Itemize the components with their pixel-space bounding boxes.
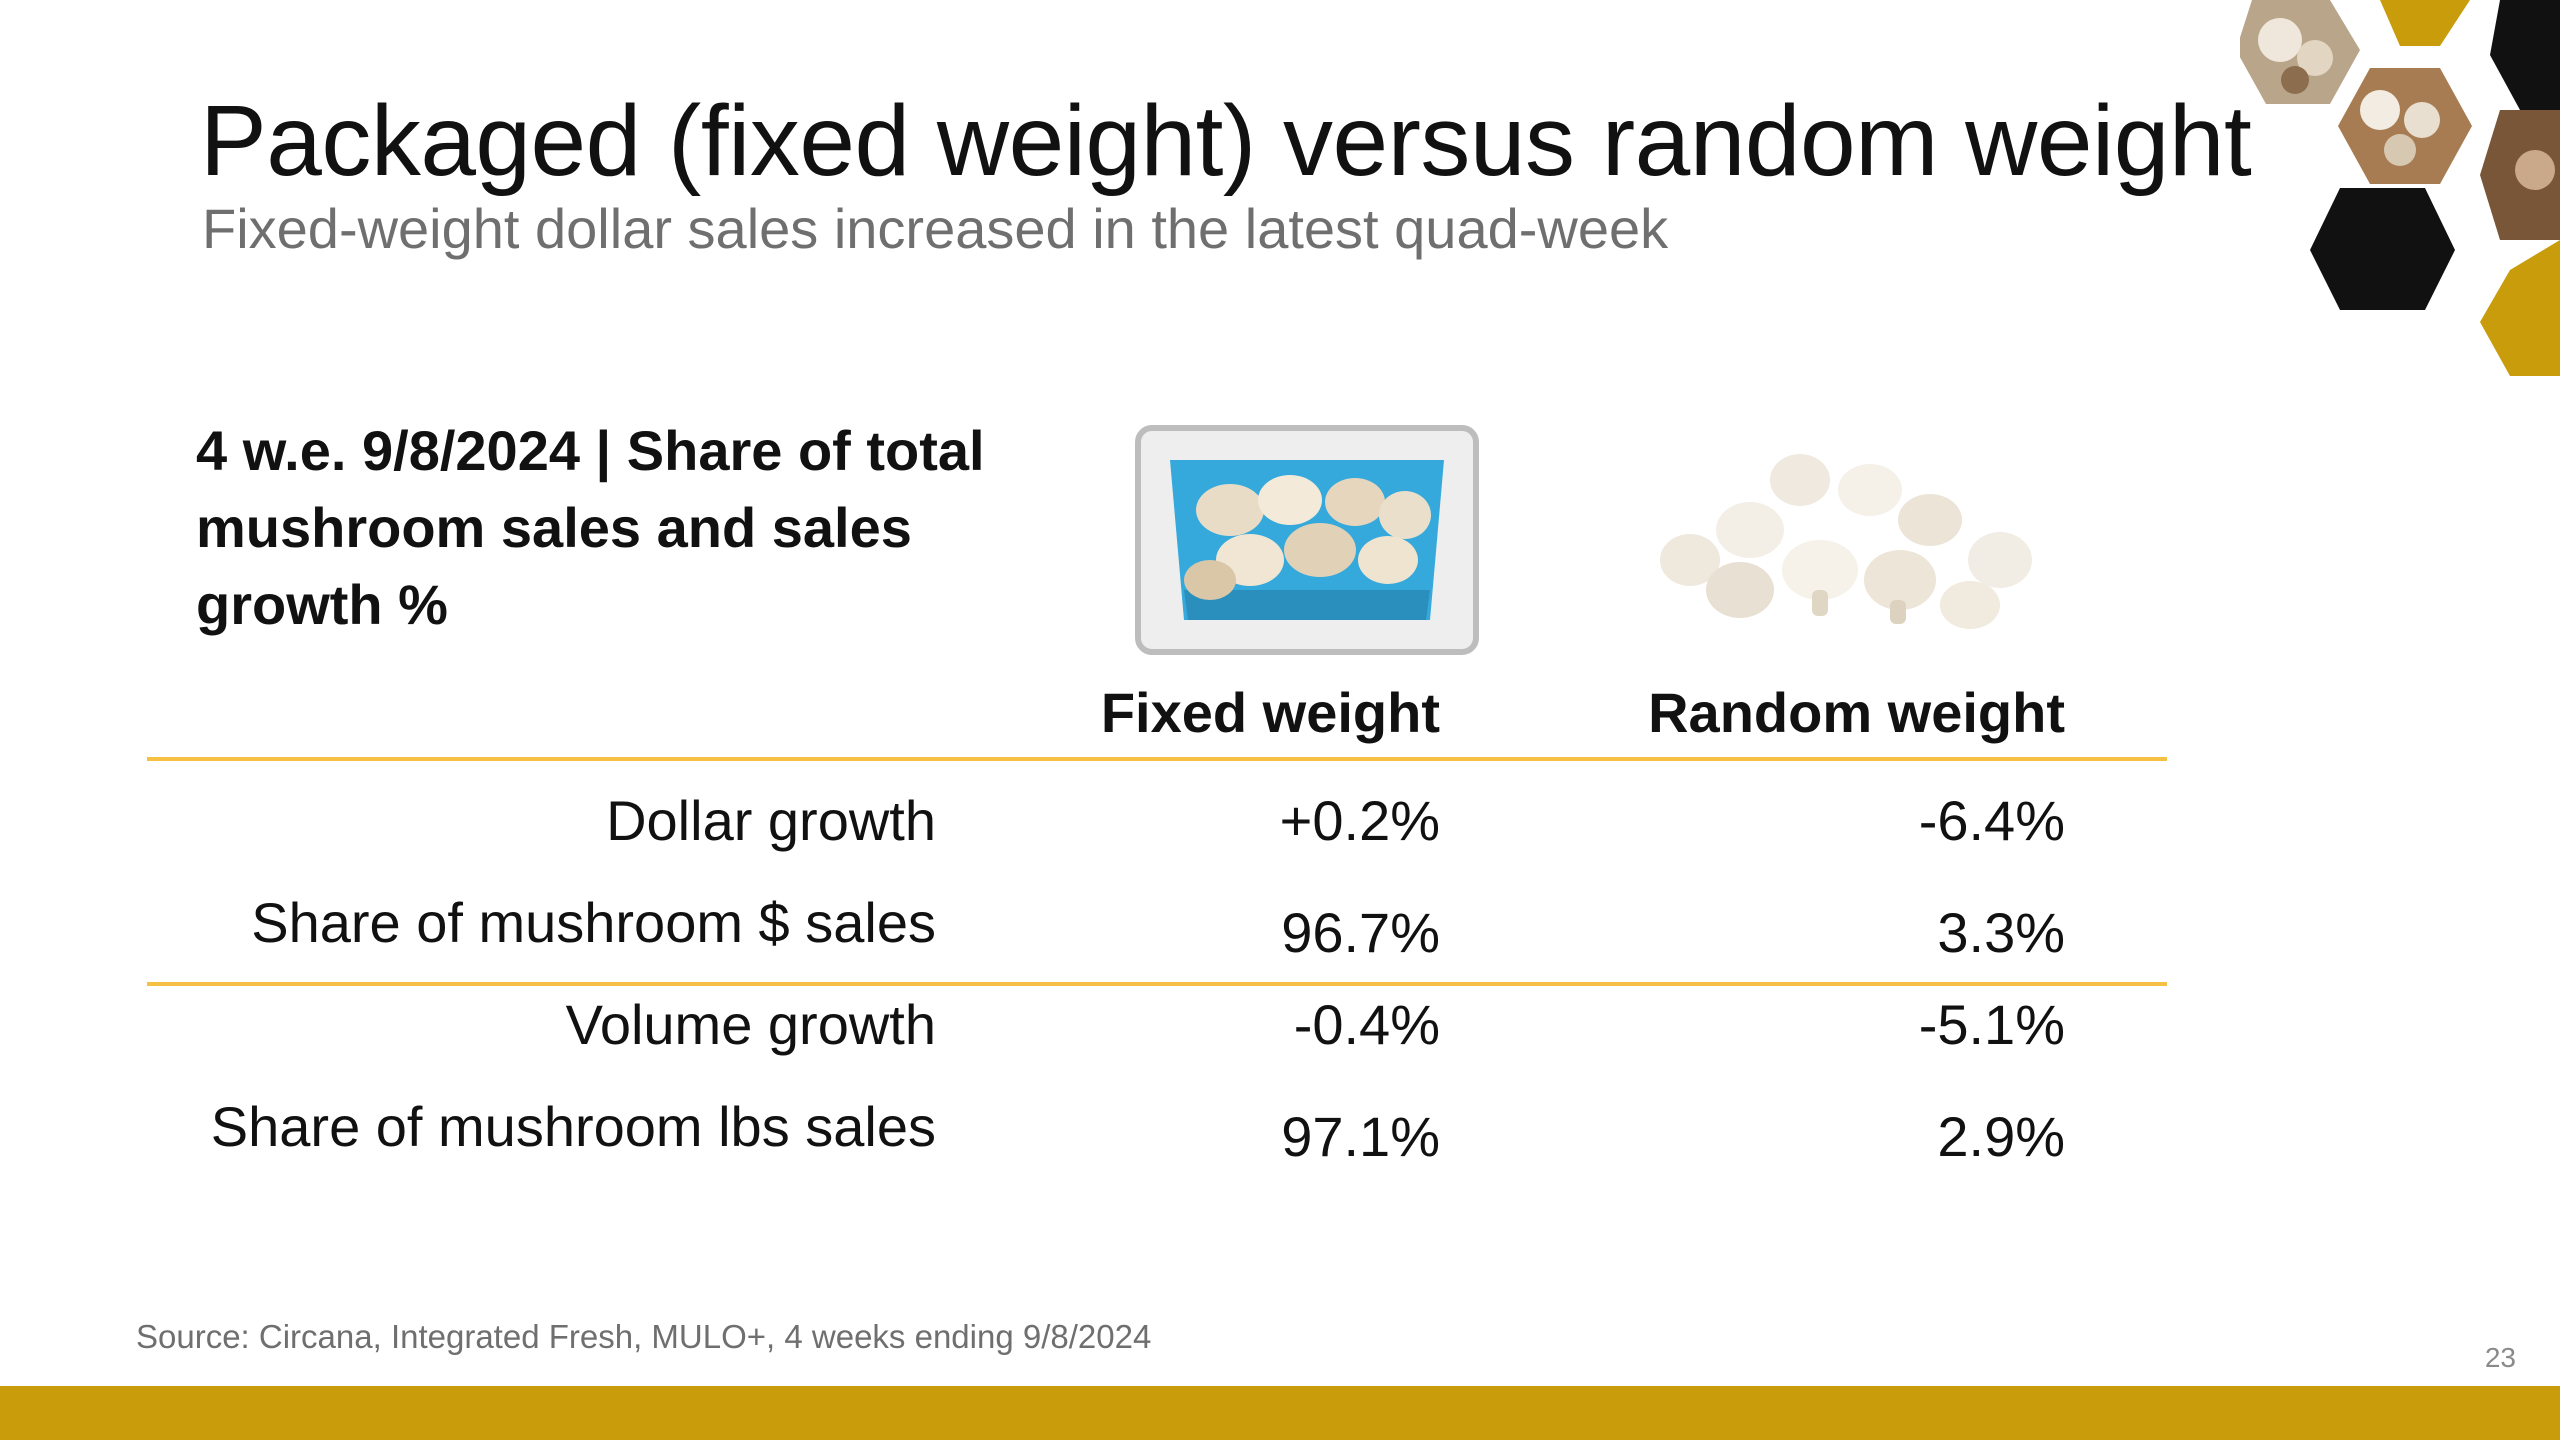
cell-fixed-share-dollar-sales: 96.7% [1281, 901, 1440, 964]
cell-random-share-lbs-sales: 2.9% [1937, 1105, 2065, 1168]
table-divider [147, 982, 2167, 986]
page-number: 23 [2484, 1342, 2516, 1373]
row-label-share-dollar-sales: Share of mushroom $ sales [251, 891, 936, 954]
slide-subtitle: Fixed-weight dollar sales increased in t… [202, 197, 1669, 260]
mushroom-carton-photo [1130, 420, 1484, 660]
footer-bar [0, 1386, 2560, 1440]
cell-fixed-dollar-growth: +0.2% [1279, 789, 1440, 852]
row-label-volume-growth: Volume growth [565, 993, 936, 1056]
slide-title: Packaged (fixed weight) versus random we… [200, 85, 2252, 197]
cell-random-share-dollar-sales: 3.3% [1937, 901, 2065, 964]
cell-fixed-share-lbs-sales: 97.1% [1281, 1105, 1440, 1168]
row-label-dollar-growth: Dollar growth [606, 789, 936, 852]
loose-mushrooms-photo [1650, 440, 2050, 640]
table-divider [147, 757, 2167, 761]
cell-fixed-volume-growth: -0.4% [1293, 993, 1440, 1056]
table-heading: 4 w.e. 9/8/2024 | Share of total mushroo… [196, 419, 985, 636]
row-label-share-lbs-sales: Share of mushroom lbs sales [210, 1095, 936, 1158]
column-header-fixed-weight: Fixed weight [1100, 681, 1440, 744]
cell-random-dollar-growth: -6.4% [1918, 789, 2065, 852]
column-header-random-weight: Random weight [1648, 681, 2065, 744]
honeycomb-decoration [2240, 0, 2560, 380]
cell-random-volume-growth: -5.1% [1918, 993, 2065, 1056]
source-note: Source: Circana, Integrated Fresh, MULO+… [136, 1318, 1152, 1355]
